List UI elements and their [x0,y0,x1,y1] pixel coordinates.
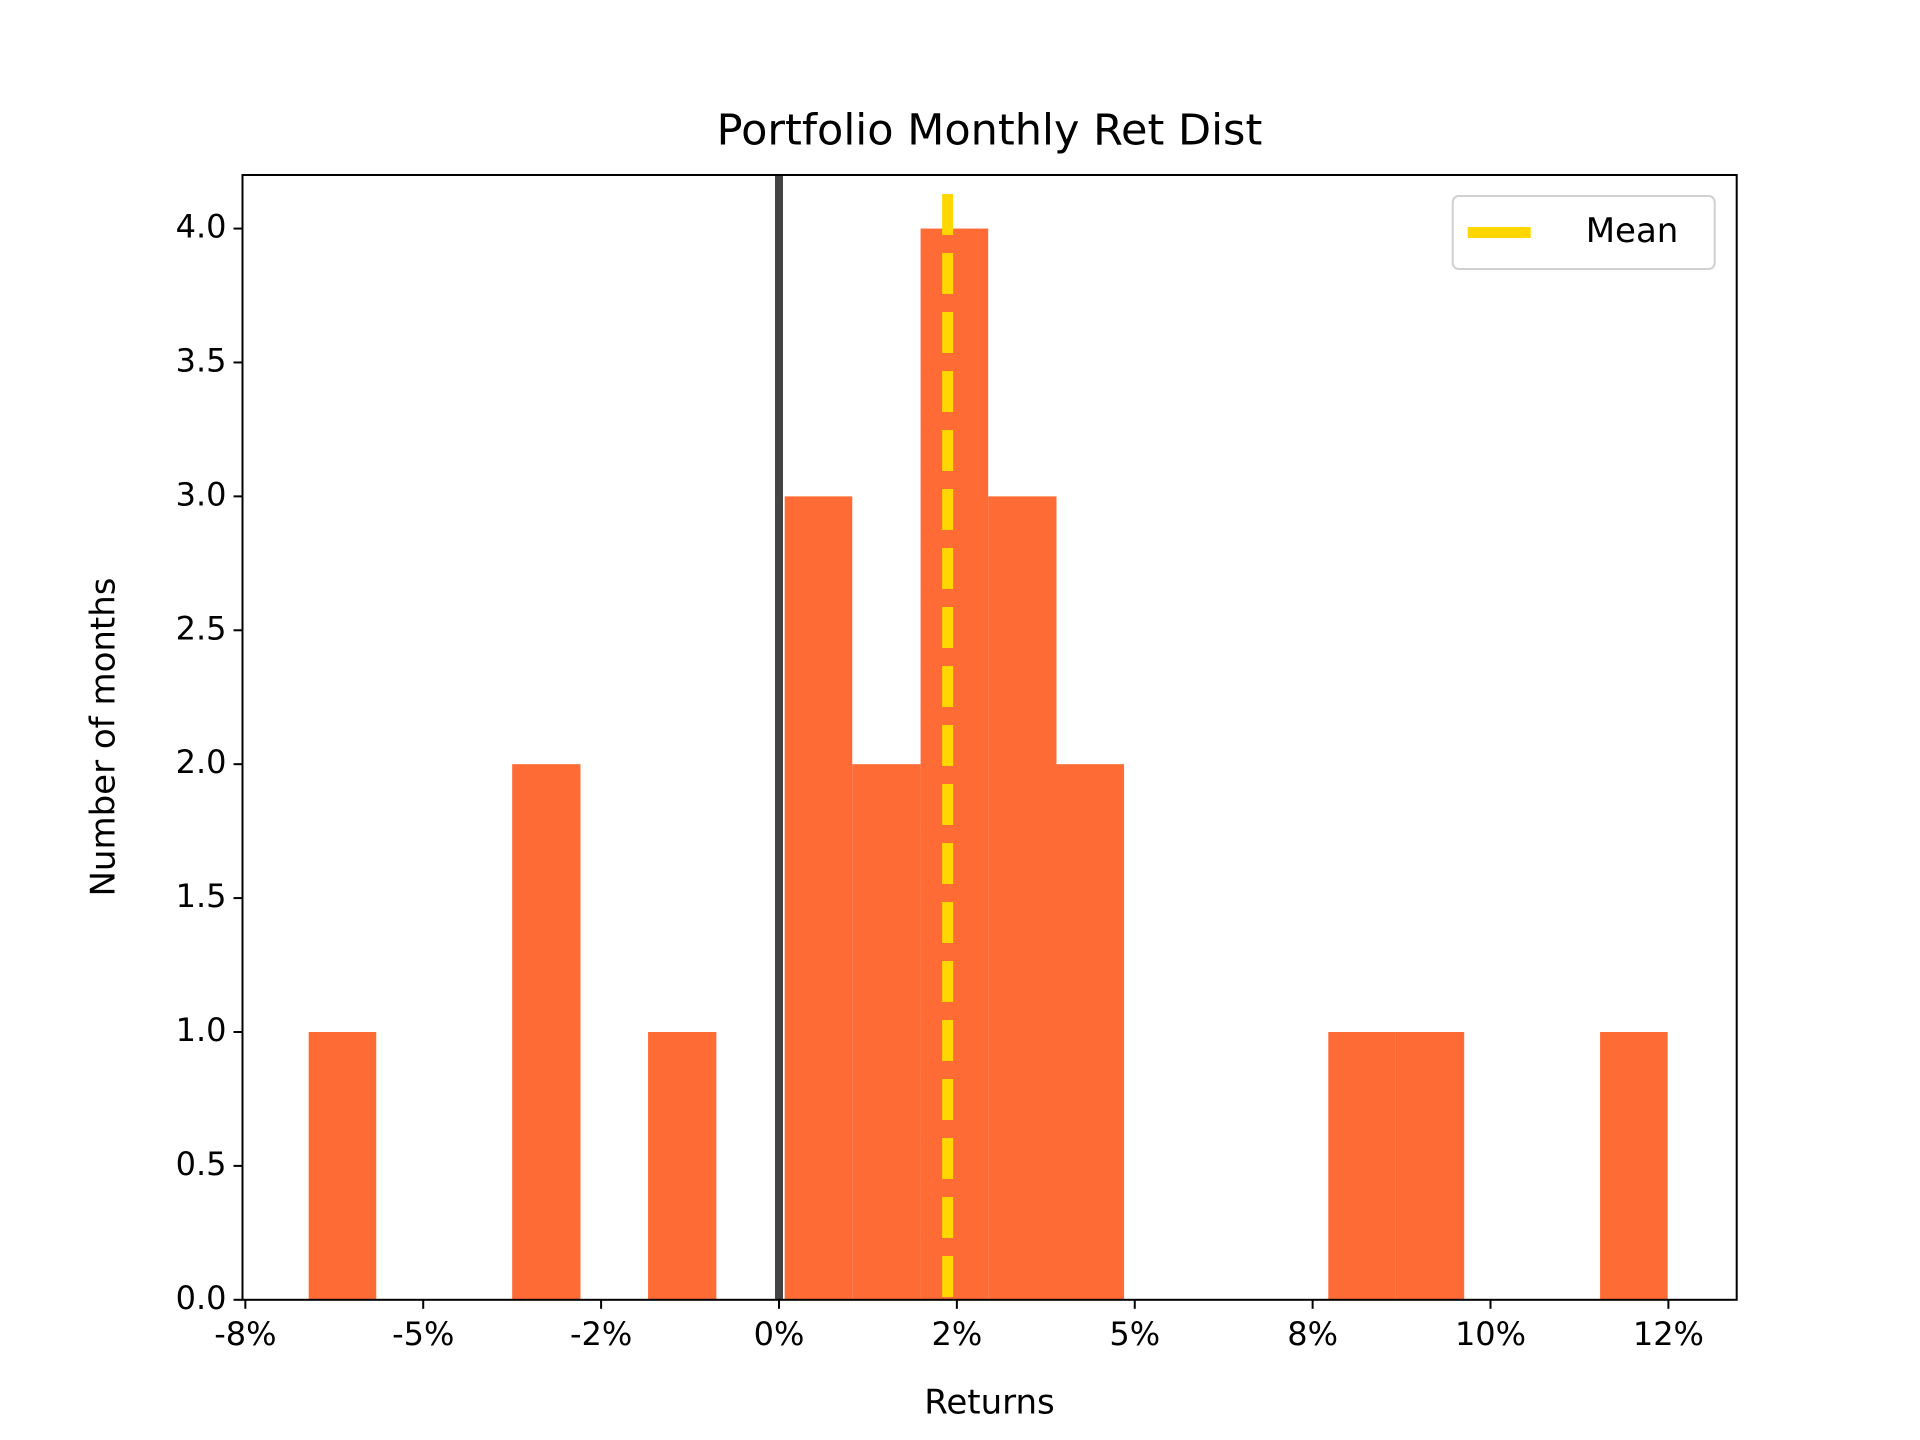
chart-title: Portfolio Monthly Ret Dist [717,106,1263,156]
bar [852,764,921,1300]
x-tick-label: 8% [1287,1315,1338,1353]
y-tick-label: 0.0 [176,1279,227,1317]
x-tick-label: -5% [392,1315,454,1353]
axes-frame [241,174,1738,1301]
bar [1395,1031,1465,1300]
x-axis-label: Returns [924,1383,1055,1423]
y-axis-label: Number of months [84,577,124,896]
bar [1328,1031,1396,1300]
x-tick-label: 0% [754,1315,805,1353]
bar [920,228,989,1300]
plot-area [308,175,1668,1300]
y-tick-label: 2.0 [176,743,227,781]
y-tick-label: 3.0 [176,475,227,513]
bar [512,764,581,1300]
x-tick-label: 10% [1455,1315,1526,1353]
legend-box [1451,195,1716,270]
x-tick-label: 2% [931,1315,982,1353]
y-tick-label: 0.5 [176,1145,227,1183]
bar [308,1031,377,1300]
y-tick-label: 1.5 [176,877,227,915]
bar [1600,1031,1668,1300]
x-tick-label: 5% [1109,1315,1160,1353]
bar [784,496,853,1300]
x-tick-label: -8% [214,1315,276,1353]
x-tick-label: -2% [570,1315,632,1353]
bar [1056,764,1125,1300]
bar [988,496,1057,1300]
y-tick-label: 2.5 [176,609,227,647]
bar [648,1031,717,1300]
y-tick-label: 1.0 [176,1011,227,1049]
y-tick-label: 4.0 [176,208,227,246]
x-tick-label: 12% [1633,1315,1704,1353]
legend-label: Mean [1586,211,1679,251]
y-tick-label: 3.5 [176,341,227,379]
